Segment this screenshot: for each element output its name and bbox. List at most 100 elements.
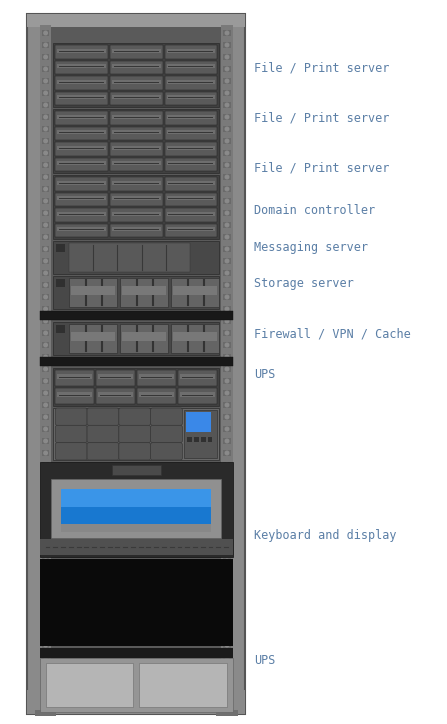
Bar — [112, 146, 161, 150]
Circle shape — [44, 295, 47, 299]
Bar — [167, 211, 215, 216]
Bar — [69, 324, 117, 353]
Bar — [42, 546, 50, 552]
FancyBboxPatch shape — [60, 412, 82, 421]
Bar — [59, 214, 104, 215]
Circle shape — [44, 355, 47, 359]
Circle shape — [225, 523, 229, 527]
Bar — [96, 370, 135, 386]
Bar — [223, 378, 231, 384]
Bar — [223, 390, 231, 396]
Circle shape — [44, 367, 47, 371]
Bar — [42, 114, 50, 120]
FancyBboxPatch shape — [124, 412, 146, 421]
Bar — [42, 498, 50, 504]
Bar — [57, 227, 106, 232]
Bar — [112, 130, 161, 135]
Bar — [167, 64, 215, 69]
Bar — [201, 437, 206, 442]
Bar — [114, 66, 159, 67]
Bar — [53, 175, 219, 239]
Bar — [56, 325, 65, 333]
Bar — [223, 102, 231, 108]
Circle shape — [225, 211, 229, 215]
Bar — [223, 282, 231, 288]
Bar — [223, 162, 231, 168]
Circle shape — [225, 43, 229, 47]
Bar — [55, 61, 108, 74]
Circle shape — [225, 475, 229, 479]
Bar — [112, 80, 161, 84]
Text: Domain controller: Domain controller — [254, 203, 375, 216]
Bar — [110, 111, 163, 125]
Bar — [42, 462, 50, 468]
Bar — [173, 286, 217, 295]
Bar — [42, 162, 50, 168]
Circle shape — [44, 43, 47, 47]
Bar — [114, 214, 159, 215]
Bar — [114, 198, 159, 199]
Circle shape — [44, 511, 47, 515]
Bar — [141, 376, 173, 378]
Bar — [40, 25, 233, 690]
Circle shape — [44, 584, 47, 586]
Circle shape — [44, 475, 47, 479]
Text: Messaging server: Messaging server — [254, 242, 368, 255]
Bar — [223, 606, 231, 612]
Bar — [225, 313, 231, 317]
Circle shape — [225, 571, 229, 575]
Bar — [42, 618, 50, 624]
Bar — [223, 342, 231, 348]
Bar — [194, 437, 199, 442]
Bar — [110, 208, 163, 222]
Bar — [114, 82, 159, 83]
Bar — [40, 648, 233, 658]
Circle shape — [69, 432, 73, 436]
Bar — [42, 678, 50, 684]
Bar — [42, 438, 50, 444]
FancyBboxPatch shape — [60, 447, 82, 456]
Bar — [42, 342, 50, 348]
Bar — [56, 279, 65, 287]
Bar — [182, 376, 213, 378]
Circle shape — [44, 235, 47, 239]
Bar — [42, 318, 50, 324]
Bar — [57, 181, 106, 185]
Bar — [169, 66, 213, 67]
Bar — [223, 654, 231, 660]
Bar — [223, 426, 231, 432]
Bar — [223, 354, 231, 360]
Circle shape — [225, 595, 229, 599]
Bar — [169, 117, 213, 118]
Bar — [53, 241, 219, 274]
Bar — [42, 606, 50, 612]
Bar — [114, 229, 159, 230]
Circle shape — [225, 619, 229, 623]
Bar — [42, 306, 50, 312]
FancyBboxPatch shape — [92, 447, 114, 456]
Bar — [100, 395, 131, 396]
Bar — [223, 582, 231, 588]
Circle shape — [225, 79, 229, 83]
Circle shape — [225, 55, 229, 59]
Bar — [114, 182, 159, 184]
Circle shape — [225, 463, 229, 467]
Circle shape — [44, 523, 47, 527]
Bar — [42, 359, 47, 363]
Circle shape — [225, 367, 229, 371]
Bar — [42, 510, 50, 516]
Bar — [42, 78, 50, 84]
Bar — [55, 177, 108, 190]
Bar — [164, 193, 217, 206]
Bar — [120, 324, 168, 353]
Circle shape — [44, 451, 47, 455]
Circle shape — [44, 247, 47, 251]
Bar — [59, 66, 104, 67]
Bar — [114, 132, 159, 133]
Circle shape — [225, 500, 229, 502]
Bar — [180, 392, 215, 397]
Bar — [223, 570, 231, 576]
Circle shape — [44, 188, 47, 191]
Circle shape — [225, 511, 229, 515]
Circle shape — [44, 139, 47, 143]
